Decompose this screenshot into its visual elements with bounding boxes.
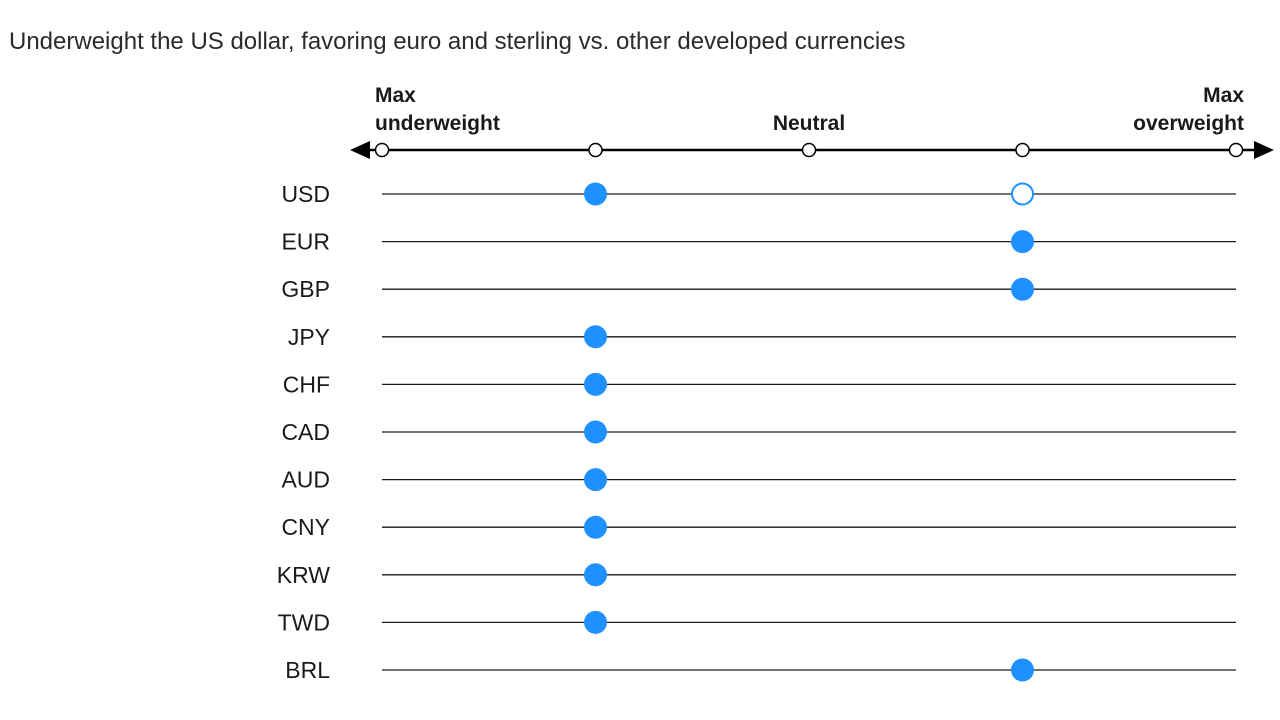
marker-krw — [584, 563, 607, 587]
currency-label-krw: KRW — [277, 562, 331, 588]
chart-title: Underweight the US dollar, favoring euro… — [9, 28, 906, 55]
currency-label-chf: CHF — [283, 371, 330, 397]
currency-label-twd: TWD — [278, 609, 330, 635]
currency-label-jpy: JPY — [288, 324, 330, 350]
scale-label-1-0: Neutral — [773, 112, 845, 135]
currency-label-aud: AUD — [281, 467, 330, 493]
scale-tick-2 — [801, 142, 817, 158]
marker-eur — [1011, 230, 1034, 254]
scale-label-0-1: underweight — [375, 112, 500, 135]
scale-tick-1 — [588, 142, 603, 158]
currency-label-cad: CAD — [281, 419, 330, 445]
marker-hollow-usd — [1011, 182, 1034, 206]
scale-label-2-1: overweight — [1133, 112, 1244, 135]
marker-chf — [584, 372, 607, 396]
currency-label-cny: CNY — [281, 514, 330, 540]
marker-usd — [584, 182, 607, 206]
currency-label-brl: BRL — [285, 657, 330, 683]
scale-tick-3 — [1015, 142, 1030, 158]
marker-twd — [584, 610, 607, 634]
scale-label-0-0: Max — [375, 84, 416, 107]
scale-tick-0 — [374, 142, 390, 158]
marker-brl — [1011, 658, 1034, 682]
currency-label-eur: EUR — [281, 229, 330, 255]
currency-label-usd: USD — [281, 181, 330, 207]
marker-gbp — [1011, 277, 1034, 301]
marker-aud — [584, 468, 607, 492]
marker-cny — [584, 515, 607, 539]
scale-label-2-0: Max — [1203, 84, 1244, 107]
scale-arrow-right-icon — [1254, 141, 1274, 159]
currency-label-gbp: GBP — [281, 276, 330, 302]
marker-cad — [584, 420, 607, 444]
scale-arrow-left-icon — [350, 141, 370, 159]
scale-tick-4 — [1228, 142, 1244, 158]
marker-jpy — [584, 325, 607, 349]
